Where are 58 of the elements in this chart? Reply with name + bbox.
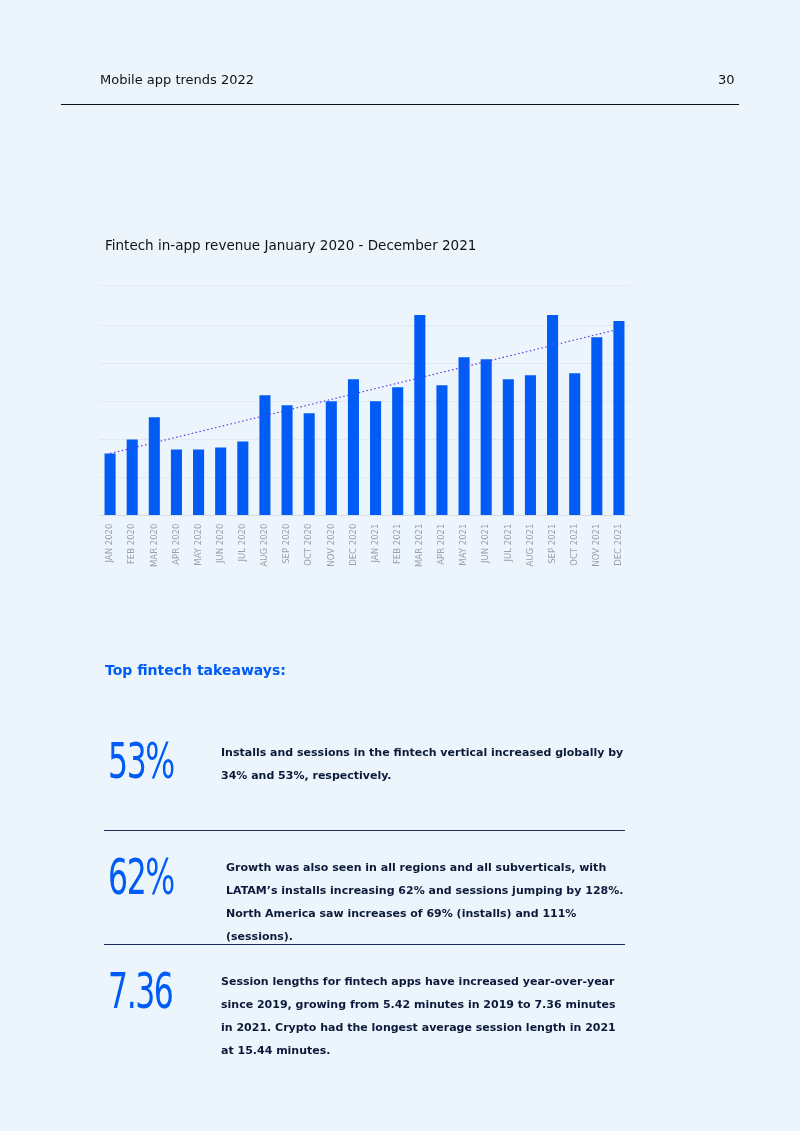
bar [215,447,227,516]
text: Top fintech takeaways: [105,662,286,678]
text: 53% [108,732,174,790]
bar [370,401,382,516]
bar [569,373,581,516]
x-tick-label: DEC 2020 [347,523,358,566]
text: Installs and sessions in the fintech vertical increased globally by 34% and 53%, respectively. [221,746,624,782]
x-tick-label: FEB 2021 [391,523,402,565]
bar [502,379,514,516]
chart-title: Fintech in-app revenue January 2020 - December 2021 [105,237,477,253]
x-tick-label: FEB 2020 [126,523,137,565]
bar [148,417,160,516]
bar [281,405,293,516]
text: Mobile app trends 2022 [100,72,255,87]
x-tick-label: JAN 2021 [369,523,380,564]
x-tick-label: JUN 2021 [480,523,491,565]
bar [193,449,205,516]
x-tick-label: APR 2020 [170,523,181,565]
text: 7.36 [108,962,173,1020]
x-tick-label: MAY 2020 [192,523,203,566]
x-tick-label: JUL 2020 [237,523,248,563]
bar [480,359,492,516]
bar [170,449,182,516]
x-tick-label: OCT 2021 [568,523,579,566]
text: 30 [718,72,735,87]
x-tick-label: SEP 2021 [546,523,557,564]
bar [524,375,536,516]
x-tick-label: SEP 2020 [281,523,292,564]
x-tick-label: JUN 2020 [214,523,225,565]
x-tick-label: OCT 2020 [303,523,314,566]
bar [237,441,249,516]
x-tick-label: MAY 2021 [458,523,469,566]
bar [414,315,426,516]
bar [303,413,315,516]
text: 62% [108,848,174,906]
text: Growth was also seen in all regions and all subverticals, with LATAM’s installs increasing 62% and sessions jumping by 128%. North America saw increases of 69% (installs) and 111% (sessions). [226,861,624,943]
bar [126,439,138,516]
x-tick-label: APR 2021 [436,523,447,565]
x-tick-label: JAN 2020 [104,523,115,564]
x-tick-label: MAR 2020 [148,523,159,567]
bar [591,337,603,516]
bar [259,395,271,516]
x-tick-label: JUL 2021 [502,523,513,563]
x-tick-label: DEC 2021 [613,523,624,566]
x-tick-label: NOV 2020 [325,523,336,567]
bar [547,315,559,516]
bar [347,379,359,516]
text: Session lengths for fintech apps have increased year-over-year since 2019, growing from 5.42 minutes in 2019 to 7.36 minutes in 2021. Crypto had the longest average session length in 2021 at 15.44 minutes. [221,975,616,1057]
x-tick-label: MAR 2021 [414,523,425,567]
bar [104,453,116,516]
bar [325,401,337,516]
bar [436,385,448,516]
x-tick-label: AUG 2021 [524,523,535,567]
x-tick-label: NOV 2021 [591,523,602,567]
bar [613,321,625,516]
x-tick-label: AUG 2020 [259,523,270,567]
bar [392,387,404,516]
bar [458,357,470,516]
